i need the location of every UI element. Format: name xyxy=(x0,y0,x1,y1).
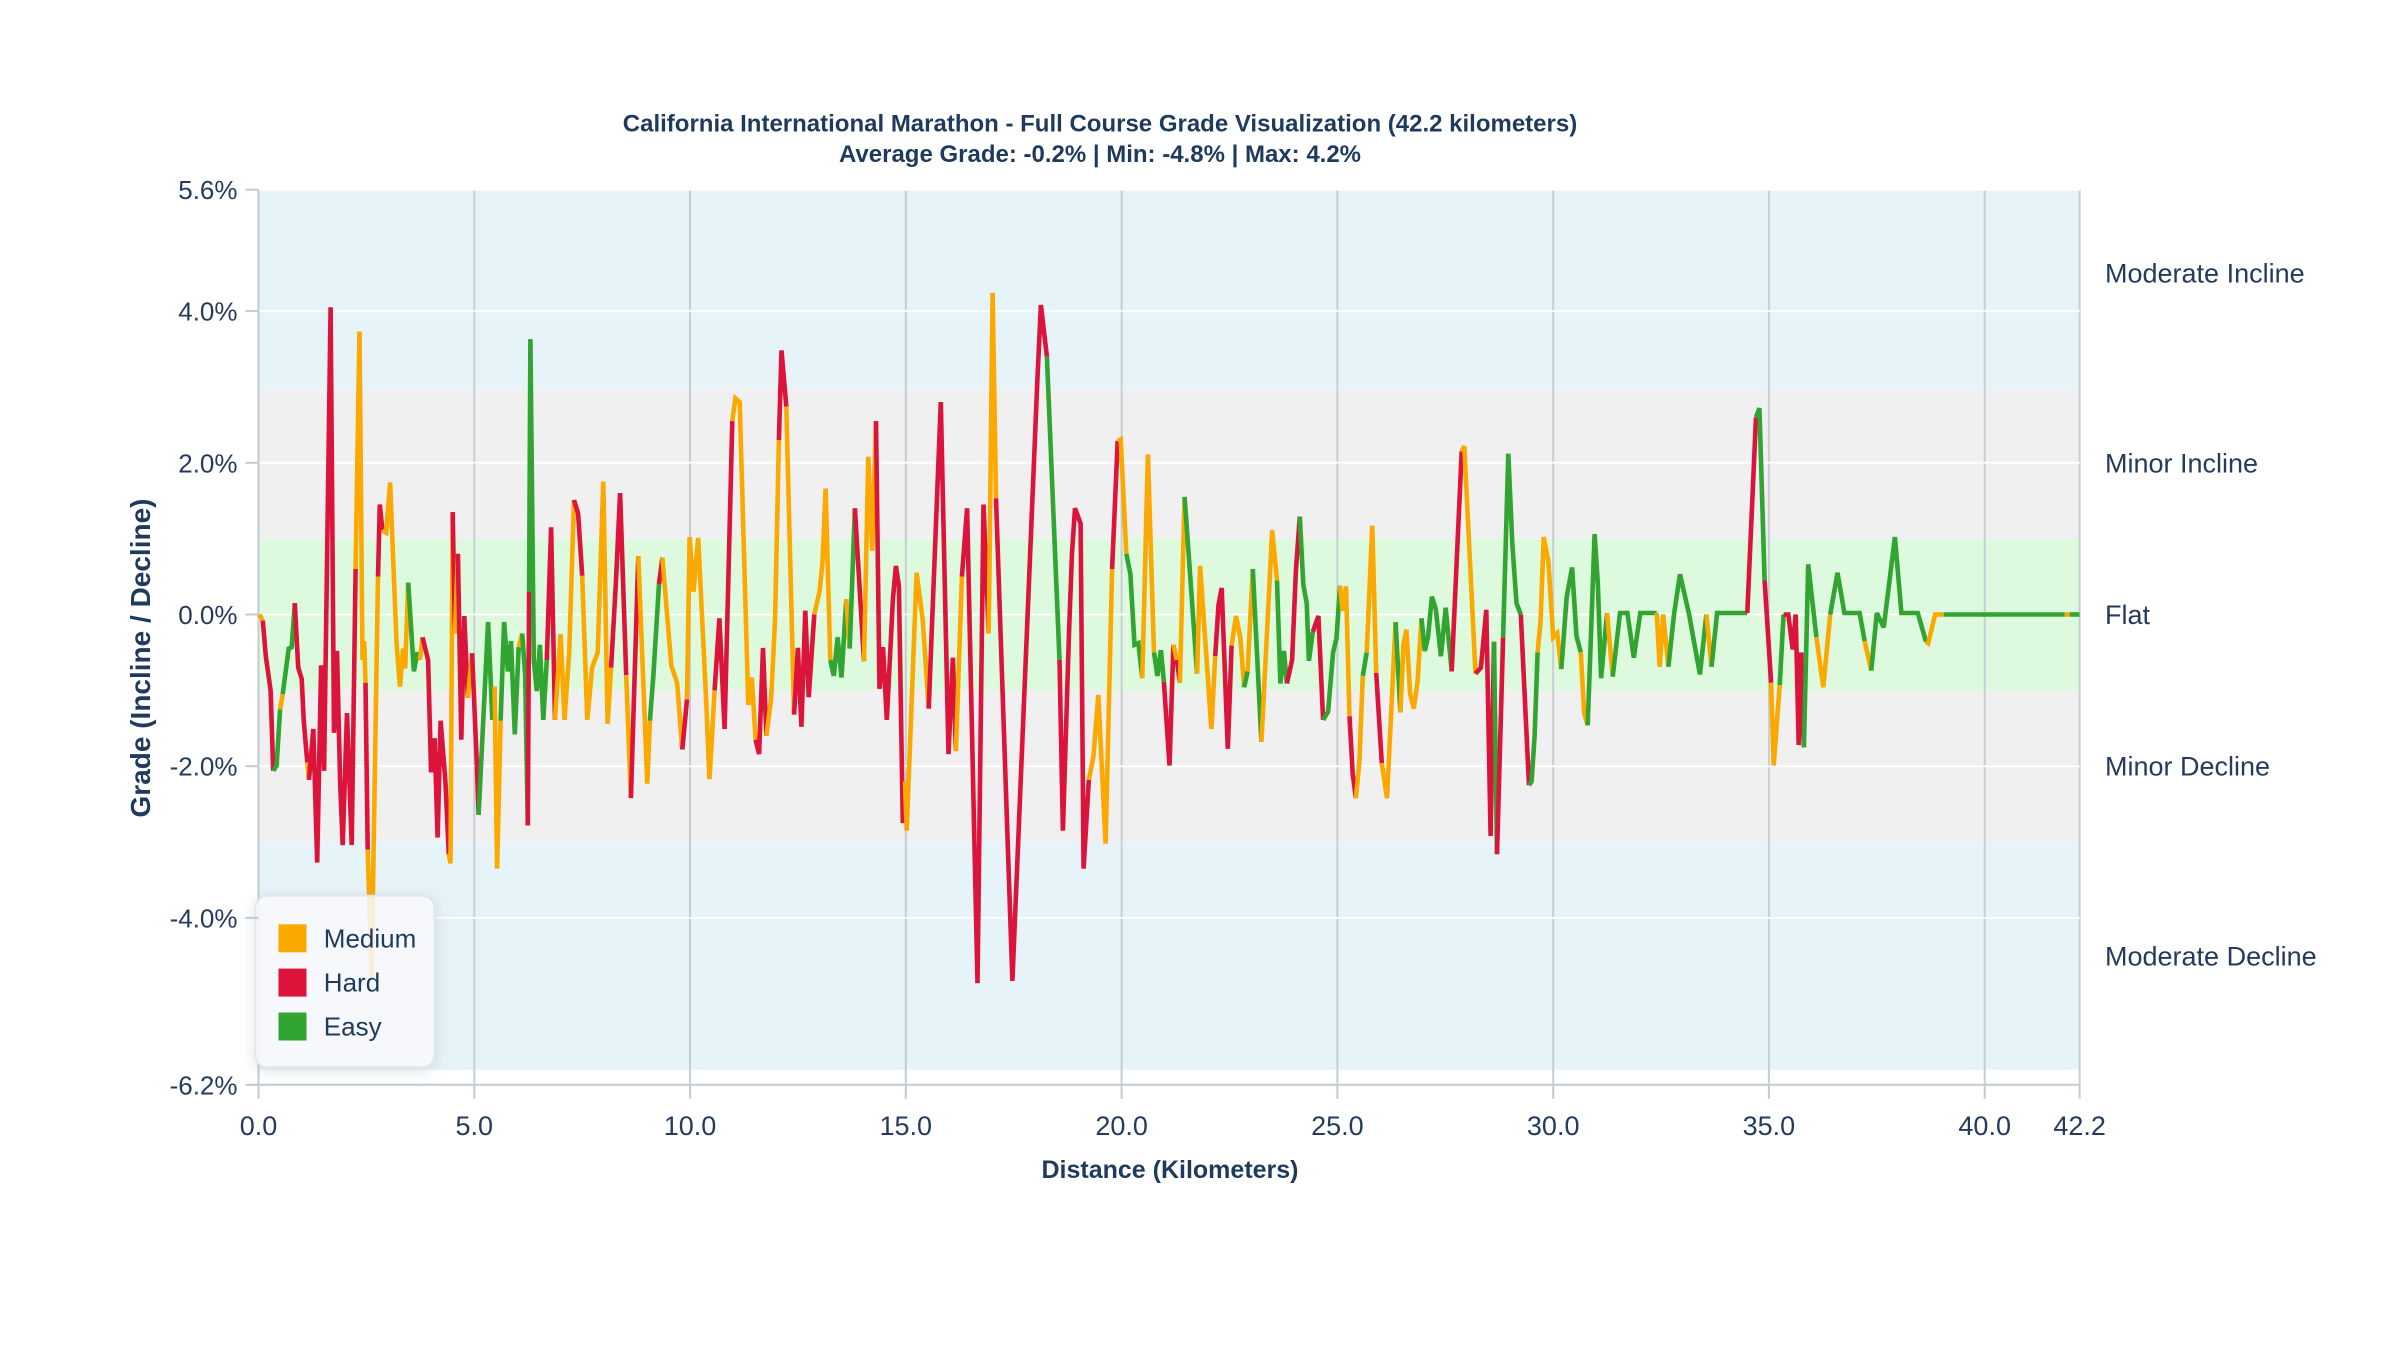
svg-text:Minor Incline: Minor Incline xyxy=(2105,448,2258,478)
svg-text:-4.0%: -4.0% xyxy=(170,903,238,933)
svg-text:Moderate Incline: Moderate Incline xyxy=(2105,259,2305,289)
svg-text:20.0: 20.0 xyxy=(1095,1111,1148,1141)
svg-text:Moderate Decline: Moderate Decline xyxy=(2105,941,2317,971)
svg-text:35.0: 35.0 xyxy=(1743,1111,1796,1141)
svg-text:2.0%: 2.0% xyxy=(178,448,237,478)
svg-text:5.0: 5.0 xyxy=(456,1111,494,1141)
svg-text:California International Marat: California International Marathon - Full… xyxy=(623,111,1577,138)
svg-text:Medium: Medium xyxy=(324,924,416,954)
svg-text:0.0%: 0.0% xyxy=(178,600,237,630)
svg-text:Distance (Kilometers): Distance (Kilometers) xyxy=(1041,1156,1298,1184)
svg-text:42.2: 42.2 xyxy=(2053,1111,2106,1141)
svg-text:Hard: Hard xyxy=(324,968,380,998)
svg-text:30.0: 30.0 xyxy=(1527,1111,1580,1141)
svg-text:25.0: 25.0 xyxy=(1311,1111,1364,1141)
svg-text:4.0%: 4.0% xyxy=(178,297,237,327)
svg-text:0.0: 0.0 xyxy=(240,1111,278,1141)
svg-text:-2.0%: -2.0% xyxy=(170,752,238,782)
svg-text:15.0: 15.0 xyxy=(880,1111,933,1141)
svg-text:Average Grade: -0.2% | Min: -4: Average Grade: -0.2% | Min: -4.8% | Max:… xyxy=(839,141,1361,168)
svg-text:Grade (Incline / Decline): Grade (Incline / Decline) xyxy=(125,499,156,818)
svg-text:-6.2%: -6.2% xyxy=(170,1070,238,1100)
svg-text:Flat: Flat xyxy=(2105,600,2151,630)
svg-text:10.0: 10.0 xyxy=(664,1111,717,1141)
svg-text:40.0: 40.0 xyxy=(1958,1111,2011,1141)
svg-text:Minor Decline: Minor Decline xyxy=(2105,752,2270,782)
svg-text:Easy: Easy xyxy=(324,1012,382,1042)
svg-text:5.6%: 5.6% xyxy=(178,175,237,205)
